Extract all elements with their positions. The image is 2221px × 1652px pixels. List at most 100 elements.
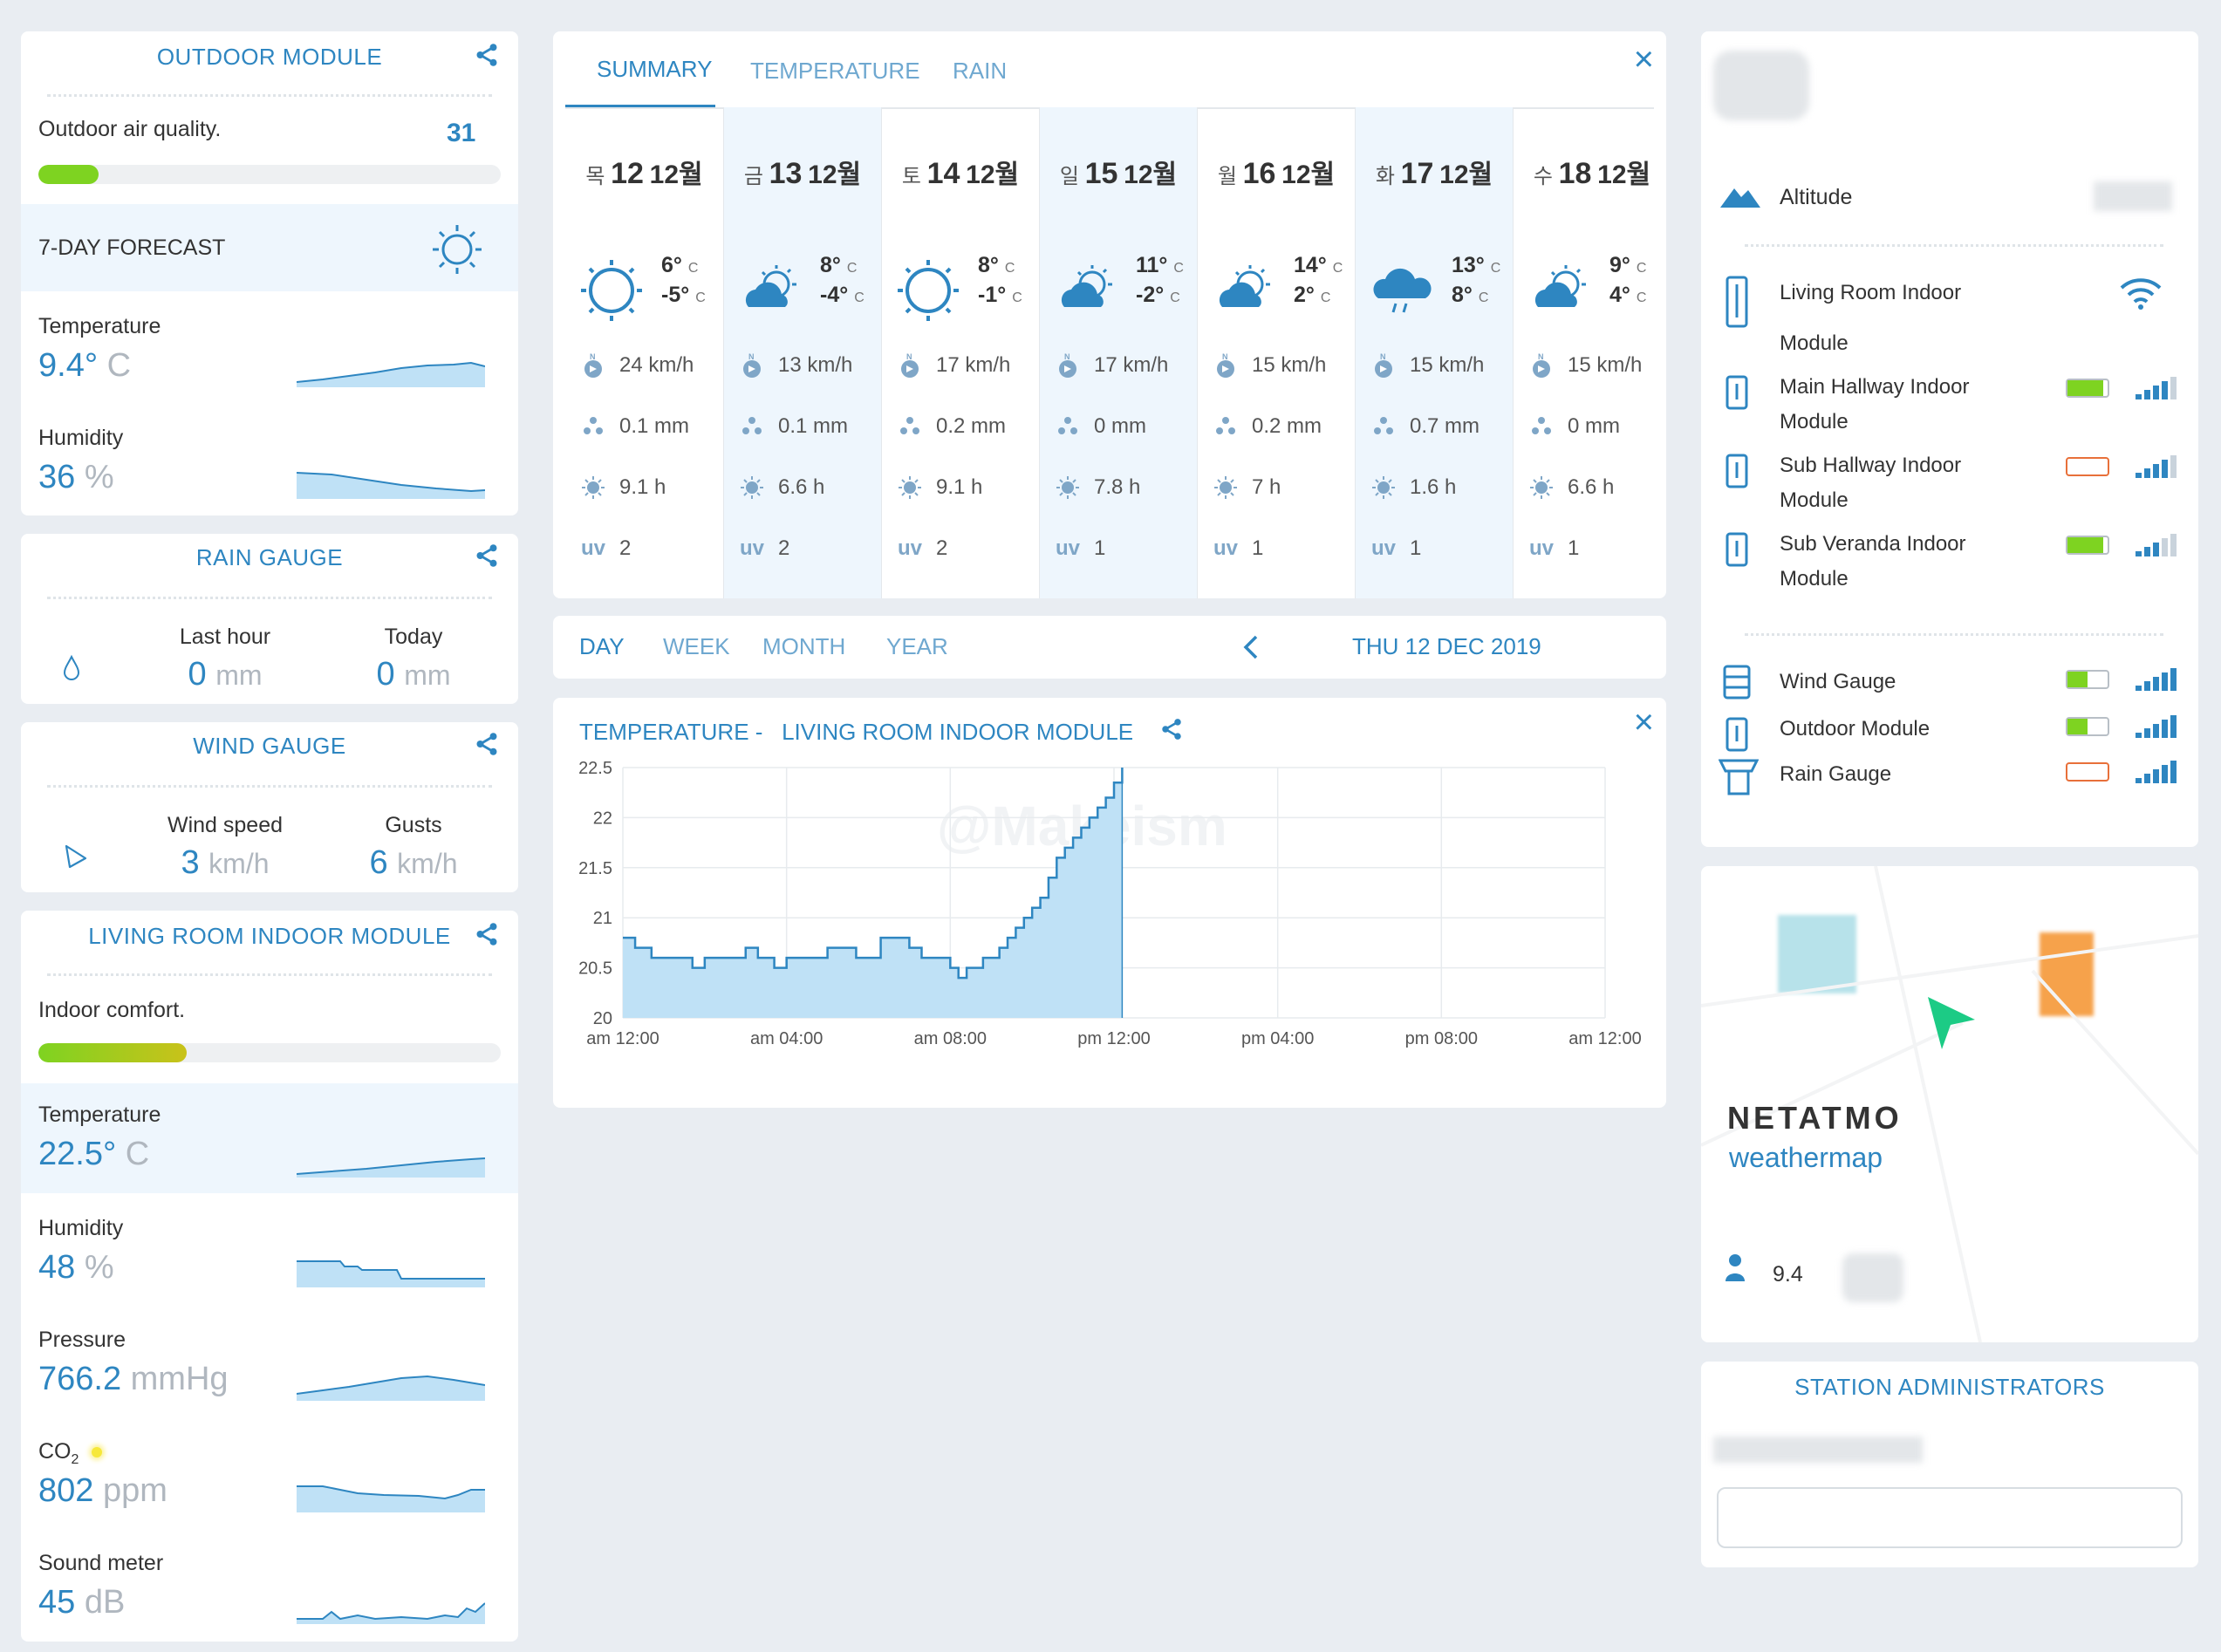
forecast-day-column: 금 13 12월 8° C -4° C N 13 km/h 0.1 mm 6.6 h uv 2 <box>723 107 881 598</box>
svg-text:N: N <box>1222 352 1228 361</box>
indoor-humidity-value: 48 % <box>38 1249 114 1286</box>
forecast-temps: 13° C 8° C <box>1452 253 1501 307</box>
module-row[interactable]: Main Hallway Indoor Module <box>1719 370 2181 448</box>
range-date: THU 12 DEC 2019 <box>1352 633 1541 659</box>
module-row[interactable]: Sub Hallway Indoor Module <box>1719 448 2181 527</box>
chevron-left-icon[interactable] <box>1239 633 1265 661</box>
share-icon[interactable] <box>1159 717 1184 741</box>
range-year[interactable]: YEAR <box>886 633 948 659</box>
indoor-co2-label: CO2 <box>38 1439 103 1468</box>
partly-cloudy-icon <box>1219 265 1270 307</box>
forecast-sunshine: 1.6 h <box>1371 475 1456 500</box>
sunshine-icon <box>1214 476 1237 499</box>
indoor-comfort-label: Indoor comfort. <box>38 998 186 1022</box>
module-row[interactable]: Sub Veranda Indoor Module <box>1719 527 2181 605</box>
tab-summary[interactable]: SUMMARY <box>597 56 713 82</box>
signal-strength-icon <box>2136 761 2181 783</box>
forecast-uv: uv 2 <box>898 536 948 560</box>
battery-icon <box>2066 457 2114 476</box>
share-icon[interactable] <box>474 731 500 757</box>
rain-today-value: 0 mm <box>376 656 451 693</box>
module-name: Living Room Indoor Module <box>1780 281 1962 355</box>
y-tick-label: 21 <box>593 909 612 928</box>
wind-compass-icon: N <box>1533 352 1550 378</box>
module-row[interactable]: Rain Gauge <box>1719 757 2181 836</box>
sunshine-icon <box>1372 476 1395 499</box>
battery-icon <box>2066 670 2114 689</box>
range-month[interactable]: MONTH <box>762 633 846 659</box>
forecast-wind: N 17 km/h <box>1056 352 1168 378</box>
map-roads <box>1701 866 2198 1342</box>
indoor-sound-sparkline <box>297 1602 485 1624</box>
range-day[interactable]: DAY <box>579 633 625 659</box>
forecast-toggle[interactable]: 7-DAY FORECAST <box>21 204 518 291</box>
share-icon[interactable] <box>474 543 500 569</box>
range-week[interactable]: WEEK <box>663 633 730 659</box>
sunshine-icon <box>582 476 605 499</box>
raindrops-icon <box>1058 417 1077 434</box>
temperature-line <box>623 768 1124 980</box>
forecast-temps: 8° C -4° C <box>820 253 864 307</box>
wind-direction-icon <box>65 844 87 869</box>
wind-gusts-label: Gusts <box>385 813 442 837</box>
share-icon[interactable] <box>474 42 500 68</box>
close-icon[interactable]: × <box>1633 40 1654 79</box>
indoor-module-icon <box>1726 532 1748 567</box>
module-row[interactable]: Outdoor Module <box>1719 712 2181 790</box>
signal-strength-icon <box>2136 668 2181 691</box>
outdoor-module-title: OUTDOOR MODULE <box>156 44 383 70</box>
indoor-sound-label: Sound meter <box>38 1551 164 1575</box>
signal-strength-icon <box>2136 377 2181 399</box>
x-tick-label: pm 04:00 <box>1241 1029 1314 1048</box>
tab-temperature[interactable]: TEMPERATURE <box>750 58 920 84</box>
partly-cloudy-icon <box>1061 265 1112 307</box>
signal-strength-icon <box>2136 534 2181 556</box>
outdoor-humidity-label: Humidity <box>38 426 124 450</box>
wind-compass-icon: N <box>743 352 761 378</box>
map-temperature-value: 9.4 <box>1773 1262 1803 1287</box>
forecast-day-column: 일 15 12월 11° C -2° C N 17 km/h 0 mm 7.8 h uv 1 <box>1039 107 1197 598</box>
svg-text:N: N <box>590 352 596 361</box>
module-row[interactable]: Living Room Indoor Module <box>1719 276 2181 355</box>
forecast-sunshine: 7 h <box>1213 475 1281 500</box>
indoor-module-title: LIVING ROOM INDOOR MODULE <box>88 923 451 949</box>
altitude-label: Altitude <box>1780 185 1853 209</box>
raindrops-icon <box>1532 417 1551 434</box>
wind-compass-icon: N <box>1059 352 1076 378</box>
modules-card: Altitude Living Room Indoor Module Main Ha… <box>1701 31 2198 847</box>
partly-cloudy-icon <box>1534 265 1586 307</box>
forecast-wind: N 13 km/h <box>740 352 852 378</box>
module-name: Main Hallway Indoor Module <box>1780 375 1970 433</box>
admin-input[interactable] <box>1717 1487 2183 1548</box>
raindrops-icon <box>900 417 919 434</box>
svg-text:N: N <box>748 352 755 361</box>
close-icon[interactable]: × <box>1633 703 1654 741</box>
sunshine-icon <box>1056 476 1079 499</box>
module-row[interactable]: Wind Gauge <box>1719 665 2181 743</box>
svg-text:N: N <box>906 352 912 361</box>
share-icon[interactable] <box>474 921 500 947</box>
sunshine-icon <box>899 476 921 499</box>
forecast-temps: 14° C 2° C <box>1294 253 1343 307</box>
netatmo-brand: NETATMO <box>1727 1100 1903 1136</box>
weathermap-card[interactable]: NETATMO weathermap 9.4 <box>1701 866 2198 1342</box>
indoor-module-icon <box>1726 717 1748 752</box>
forecast-day-date: 화 17 12월 <box>1375 157 1493 190</box>
sun-icon <box>898 260 959 321</box>
x-tick-label: am 12:00 <box>586 1029 659 1048</box>
divider <box>47 785 492 788</box>
forecast-wind: N 17 km/h <box>898 352 1010 378</box>
forecast-temps: 11° C -2° C <box>1136 253 1184 307</box>
map-tile-blue <box>1778 915 1856 993</box>
sun-icon <box>433 225 482 274</box>
raindrops-icon <box>584 417 603 434</box>
svg-text:N: N <box>1538 352 1544 361</box>
sun-icon <box>581 260 642 321</box>
svg-text:N: N <box>1380 352 1386 361</box>
indoor-co2-value: 802 ppm <box>38 1472 167 1509</box>
indoor-temperature-row[interactable]: Temperature 22.5° C <box>21 1083 518 1193</box>
outdoor-air-quality-label: Outdoor air quality. <box>38 117 222 141</box>
station-admins-title: STATION ADMINISTRATORS <box>1794 1374 2105 1400</box>
tab-rain[interactable]: RAIN <box>953 58 1008 84</box>
forecast-day-date: 목 12 12월 <box>585 157 703 190</box>
